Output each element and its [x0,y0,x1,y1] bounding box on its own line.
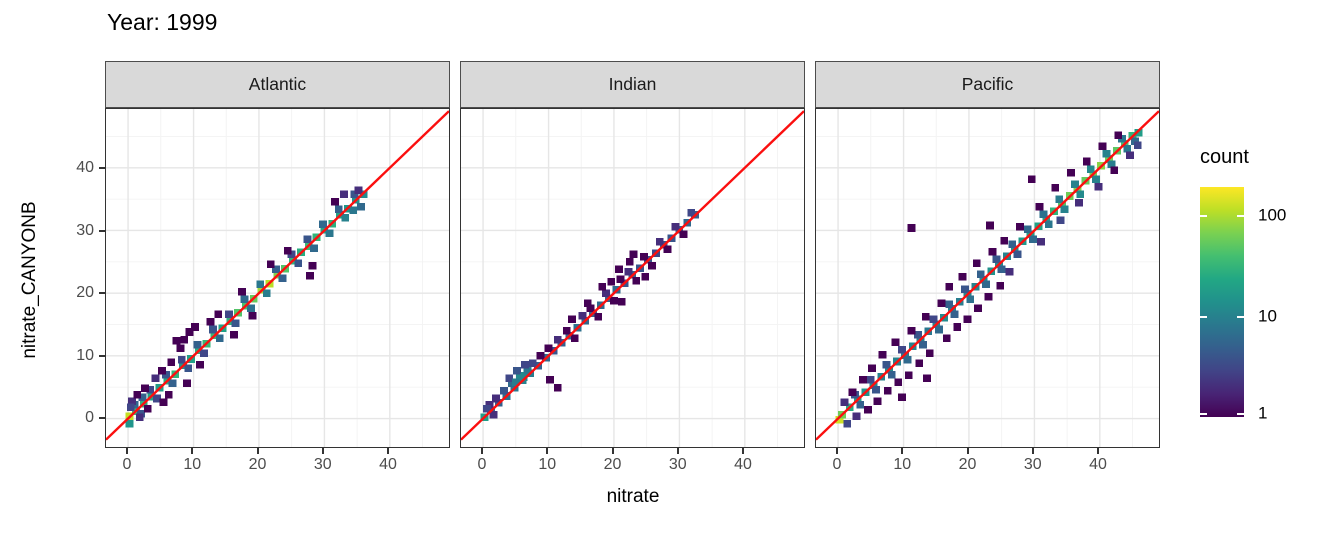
x-axis-tick-label: 10 [893,456,912,473]
x-axis-tick [546,448,549,454]
y-axis-tick-label: 10 [76,346,94,364]
y-axis-tick-label: 40 [76,159,94,176]
legend-tick-mark [1200,316,1207,318]
x-axis-tick [1031,448,1034,454]
x-axis-tick-label: 40 [734,456,752,473]
x-axis-tick-label: 30 [1023,456,1042,473]
legend-tick-label: 1 [1258,403,1268,423]
x-axis-tick-label: 0 [832,456,842,473]
y-axis-tick [99,167,105,169]
x-axis-tick [1097,448,1099,454]
x-axis-tick [387,448,389,454]
facet-strip: Pacific [815,61,1160,108]
x-axis-title: nitrate [606,486,660,507]
x-axis-tick-label: 20 [958,456,977,473]
legend-tick-mark [1237,316,1244,318]
x-axis-tick [611,448,614,454]
y-axis-tick [99,229,105,232]
x-axis-tick [836,448,838,454]
x-axis-tick [966,448,969,454]
y-axis-tick-label: 20 [76,284,94,301]
y-axis-title: nitrate_CANYONB [19,201,40,359]
x-axis-tick [321,448,324,454]
legend-tick-label: 10 [1258,306,1277,326]
x-axis-tick [481,448,483,454]
facet-strip-label: Pacific [961,74,1014,94]
x-axis-tick-label: 30 [668,456,687,473]
facet-strip: Atlantic [105,61,450,108]
panel-canvas-indian [461,109,804,447]
x-axis-tick [901,448,904,454]
legend-tick-mark [1237,215,1244,217]
legend-tick-mark [1200,413,1207,415]
facet-panel-atlantic: Atlantic 0 10 20 30 40 [105,61,450,473]
panel-plot-area [105,108,450,448]
x-axis-tick-label: 0 [122,456,132,473]
x-axis-tick-label: 20 [603,456,622,473]
y-axis-tick-label: 30 [76,221,94,239]
x-axis-tick-label: 20 [248,456,267,473]
panel-canvas-atlantic [106,109,449,447]
legend-tick-label: 100 [1258,205,1287,225]
x-axis-tick-label: 0 [477,456,487,473]
legend-colorbar [1200,187,1244,417]
x-axis-tick [676,448,679,454]
panel-plot-area [815,108,1160,448]
x-axis-tick-label: 40 [1089,456,1107,473]
facet-panel-indian: Indian 0 10 20 30 40 [460,61,805,473]
y-axis-tick [99,354,105,357]
facet-panel-pacific: Pacific 0 10 20 30 40 [815,61,1160,473]
plot-title: Year: 1999 [107,9,218,35]
legend-tick-mark [1237,413,1244,415]
panel-canvas-pacific [816,109,1159,447]
facet-strip: Indian [460,61,805,108]
y-axis-tick-label: 0 [85,409,94,426]
x-axis-tick-label: 30 [313,456,332,473]
x-axis-tick [742,448,744,454]
facet-strip-label: Atlantic [248,74,307,94]
x-axis-tick-label: 40 [379,456,397,473]
x-axis-tick-label: 10 [183,456,202,473]
legend-tick-mark [1200,215,1207,217]
y-axis-tick [99,292,105,294]
panel-plot-area [460,108,805,448]
x-axis-tick [126,448,128,454]
legend-title: count [1200,146,1249,168]
x-axis-tick-label: 10 [538,456,557,473]
x-axis-tick [256,448,259,454]
y-axis-tick [99,417,105,419]
facet-strip-label: Indian [608,74,657,94]
x-axis-tick [191,448,194,454]
